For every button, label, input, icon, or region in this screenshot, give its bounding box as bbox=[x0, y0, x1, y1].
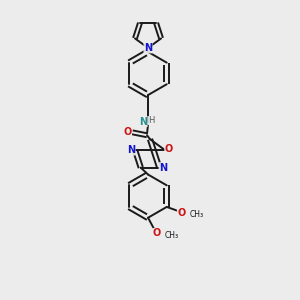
Text: N: N bbox=[144, 43, 152, 53]
Text: O: O bbox=[123, 127, 132, 137]
Text: N: N bbox=[127, 145, 135, 155]
Text: N: N bbox=[159, 163, 167, 172]
Text: O: O bbox=[177, 208, 186, 218]
Text: CH₃: CH₃ bbox=[189, 210, 203, 219]
Text: H: H bbox=[148, 116, 154, 125]
Text: O: O bbox=[153, 228, 161, 239]
Text: N: N bbox=[139, 116, 147, 127]
Text: CH₃: CH₃ bbox=[165, 231, 179, 240]
Text: O: O bbox=[165, 144, 173, 154]
